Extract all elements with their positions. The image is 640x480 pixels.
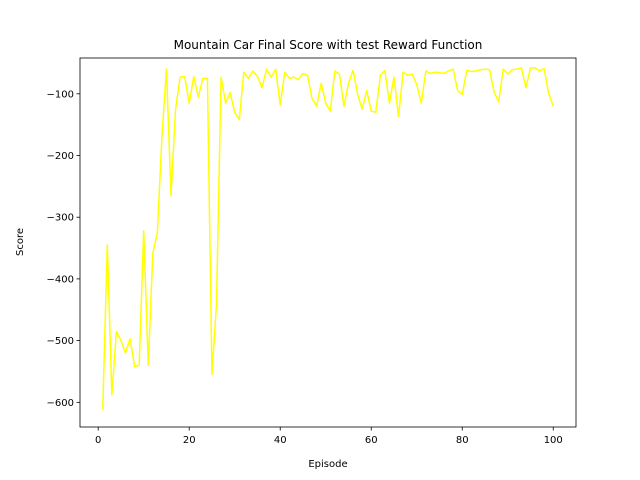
- chart-title: Mountain Car Final Score with test Rewar…: [174, 38, 483, 52]
- y-tick-label: −500: [47, 336, 74, 347]
- x-tick-label: 80: [456, 435, 469, 446]
- x-tick-label: 0: [95, 435, 101, 446]
- y-axis: −600 −500 −400 −300 −200 −100: [47, 89, 80, 409]
- score-series-line: [102, 67, 554, 410]
- x-tick-label: 60: [365, 435, 378, 446]
- y-tick-label: −200: [47, 151, 74, 162]
- y-tick-label: −100: [47, 89, 74, 100]
- x-tick-label: 40: [274, 435, 287, 446]
- x-axis: 0 20 40 60 80 100: [95, 427, 563, 446]
- x-tick-label: 20: [183, 435, 196, 446]
- x-tick-label: 100: [544, 435, 563, 446]
- plot-frame: [79, 57, 577, 428]
- x-axis-label: Episode: [308, 459, 347, 470]
- y-tick-label: −400: [47, 274, 74, 285]
- y-tick-label: −300: [47, 213, 74, 224]
- plot-area: [79, 57, 577, 428]
- y-tick-label: −600: [47, 398, 74, 409]
- y-axis-label: Score: [15, 228, 26, 256]
